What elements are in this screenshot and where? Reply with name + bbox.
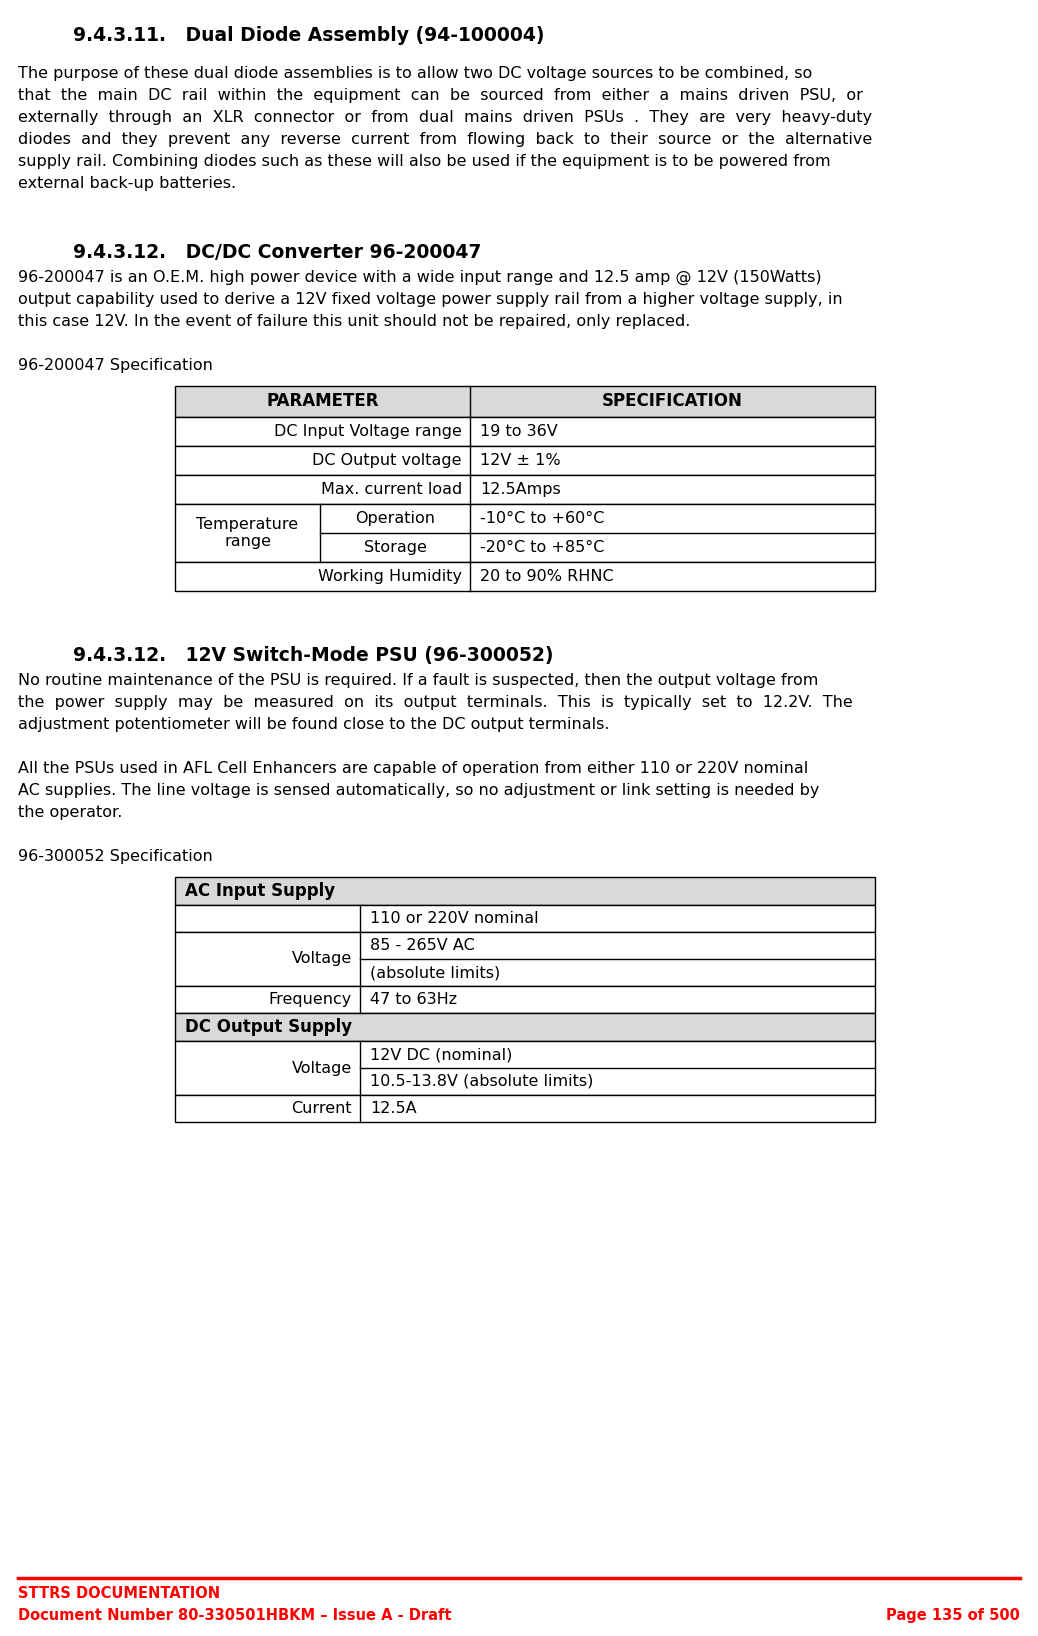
- Text: Max. current load: Max. current load: [321, 483, 462, 497]
- Text: Current: Current: [292, 1101, 352, 1116]
- Bar: [175, 987, 875, 1013]
- Text: 20 to 90% RHNC: 20 to 90% RHNC: [480, 569, 613, 584]
- Text: 85 - 265V AC: 85 - 265V AC: [370, 937, 474, 954]
- Bar: [175, 474, 875, 504]
- Text: 12.5Amps: 12.5Amps: [480, 483, 561, 497]
- Bar: [175, 905, 875, 933]
- Text: Voltage: Voltage: [292, 1060, 352, 1075]
- Text: AC supplies. The line voltage is sensed automatically, so no adjustment or link : AC supplies. The line voltage is sensed …: [18, 784, 819, 798]
- Text: All the PSUs used in AFL Cell Enhancers are capable of operation from either 110: All the PSUs used in AFL Cell Enhancers …: [18, 761, 809, 775]
- Text: Storage: Storage: [363, 540, 427, 555]
- Text: externally  through  an  XLR  connector  or  from  dual  mains  driven  PSUs  . : externally through an XLR connector or f…: [18, 110, 872, 124]
- Text: 12V DC (nominal): 12V DC (nominal): [370, 1047, 513, 1062]
- Text: external back-up batteries.: external back-up batteries.: [18, 177, 236, 191]
- Bar: [175, 1040, 875, 1094]
- Text: 96-200047 is an O.E.M. high power device with a wide input range and 12.5 amp @ : 96-200047 is an O.E.M. high power device…: [18, 270, 822, 285]
- Bar: [175, 417, 875, 447]
- Bar: [175, 563, 875, 591]
- Text: 9.4.3.11.   Dual Diode Assembly (94-100004): 9.4.3.11. Dual Diode Assembly (94-100004…: [73, 26, 545, 46]
- Text: 12.5A: 12.5A: [370, 1101, 416, 1116]
- Text: No routine maintenance of the PSU is required. If a fault is suspected, then the: No routine maintenance of the PSU is req…: [18, 672, 818, 689]
- Text: the operator.: the operator.: [18, 805, 122, 820]
- Text: STTRS DOCUMENTATION: STTRS DOCUMENTATION: [18, 1585, 220, 1602]
- Text: output capability used to derive a 12V fixed voltage power supply rail from a hi: output capability used to derive a 12V f…: [18, 291, 843, 308]
- Text: that  the  main  DC  rail  within  the  equipment  can  be  sourced  from  eithe: that the main DC rail within the equipme…: [18, 88, 863, 103]
- Text: 96-200047 Specification: 96-200047 Specification: [18, 358, 213, 373]
- Text: diodes  and  they  prevent  any  reverse  current  from  flowing  back  to  thei: diodes and they prevent any reverse curr…: [18, 133, 872, 147]
- Bar: [175, 877, 875, 905]
- Text: supply rail. Combining diodes such as these will also be used if the equipment i: supply rail. Combining diodes such as th…: [18, 154, 830, 169]
- Text: DC Output voltage: DC Output voltage: [312, 453, 462, 468]
- Text: -10°C to +60°C: -10°C to +60°C: [480, 510, 604, 527]
- Text: the  power  supply  may  be  measured  on  its  output  terminals.  This  is  ty: the power supply may be measured on its …: [18, 695, 853, 710]
- Bar: [175, 933, 875, 987]
- Text: 96-300052 Specification: 96-300052 Specification: [18, 849, 213, 864]
- Bar: [175, 504, 875, 563]
- Text: DC Input Voltage range: DC Input Voltage range: [274, 424, 462, 438]
- Bar: [175, 1013, 875, 1040]
- Text: Frequency: Frequency: [269, 991, 352, 1008]
- Text: Page 135 of 500: Page 135 of 500: [886, 1608, 1020, 1623]
- Text: 9.4.3.12.   DC/DC Converter 96-200047: 9.4.3.12. DC/DC Converter 96-200047: [73, 244, 482, 262]
- Text: Working Humidity: Working Humidity: [318, 569, 462, 584]
- Text: Temperature
range: Temperature range: [196, 517, 299, 550]
- Text: 19 to 36V: 19 to 36V: [480, 424, 557, 438]
- Text: AC Input Supply: AC Input Supply: [185, 882, 335, 900]
- Bar: [175, 1094, 875, 1122]
- Text: 47 to 63Hz: 47 to 63Hz: [370, 991, 457, 1008]
- Bar: [175, 386, 875, 417]
- Text: 110 or 220V nominal: 110 or 220V nominal: [370, 911, 539, 926]
- Text: 10.5-13.8V (absolute limits): 10.5-13.8V (absolute limits): [370, 1073, 594, 1090]
- Text: SPECIFICATION: SPECIFICATION: [602, 393, 743, 411]
- Text: Operation: Operation: [355, 510, 435, 527]
- Text: Document Number 80-330501HBKM – Issue A - Draft: Document Number 80-330501HBKM – Issue A …: [18, 1608, 452, 1623]
- Text: PARAMETER: PARAMETER: [267, 393, 379, 411]
- Text: Voltage: Voltage: [292, 952, 352, 967]
- Bar: [175, 447, 875, 474]
- Text: The purpose of these dual diode assemblies is to allow two DC voltage sources to: The purpose of these dual diode assembli…: [18, 65, 813, 82]
- Text: (absolute limits): (absolute limits): [370, 965, 500, 980]
- Text: DC Output Supply: DC Output Supply: [185, 1018, 352, 1036]
- Text: 12V ± 1%: 12V ± 1%: [480, 453, 561, 468]
- Text: 9.4.3.12.   12V Switch-Mode PSU (96-300052): 9.4.3.12. 12V Switch-Mode PSU (96-300052…: [73, 646, 553, 664]
- Text: adjustment potentiometer will be found close to the DC output terminals.: adjustment potentiometer will be found c…: [18, 717, 609, 731]
- Text: this case 12V. In the event of failure this unit should not be repaired, only re: this case 12V. In the event of failure t…: [18, 314, 690, 329]
- Text: -20°C to +85°C: -20°C to +85°C: [480, 540, 604, 555]
